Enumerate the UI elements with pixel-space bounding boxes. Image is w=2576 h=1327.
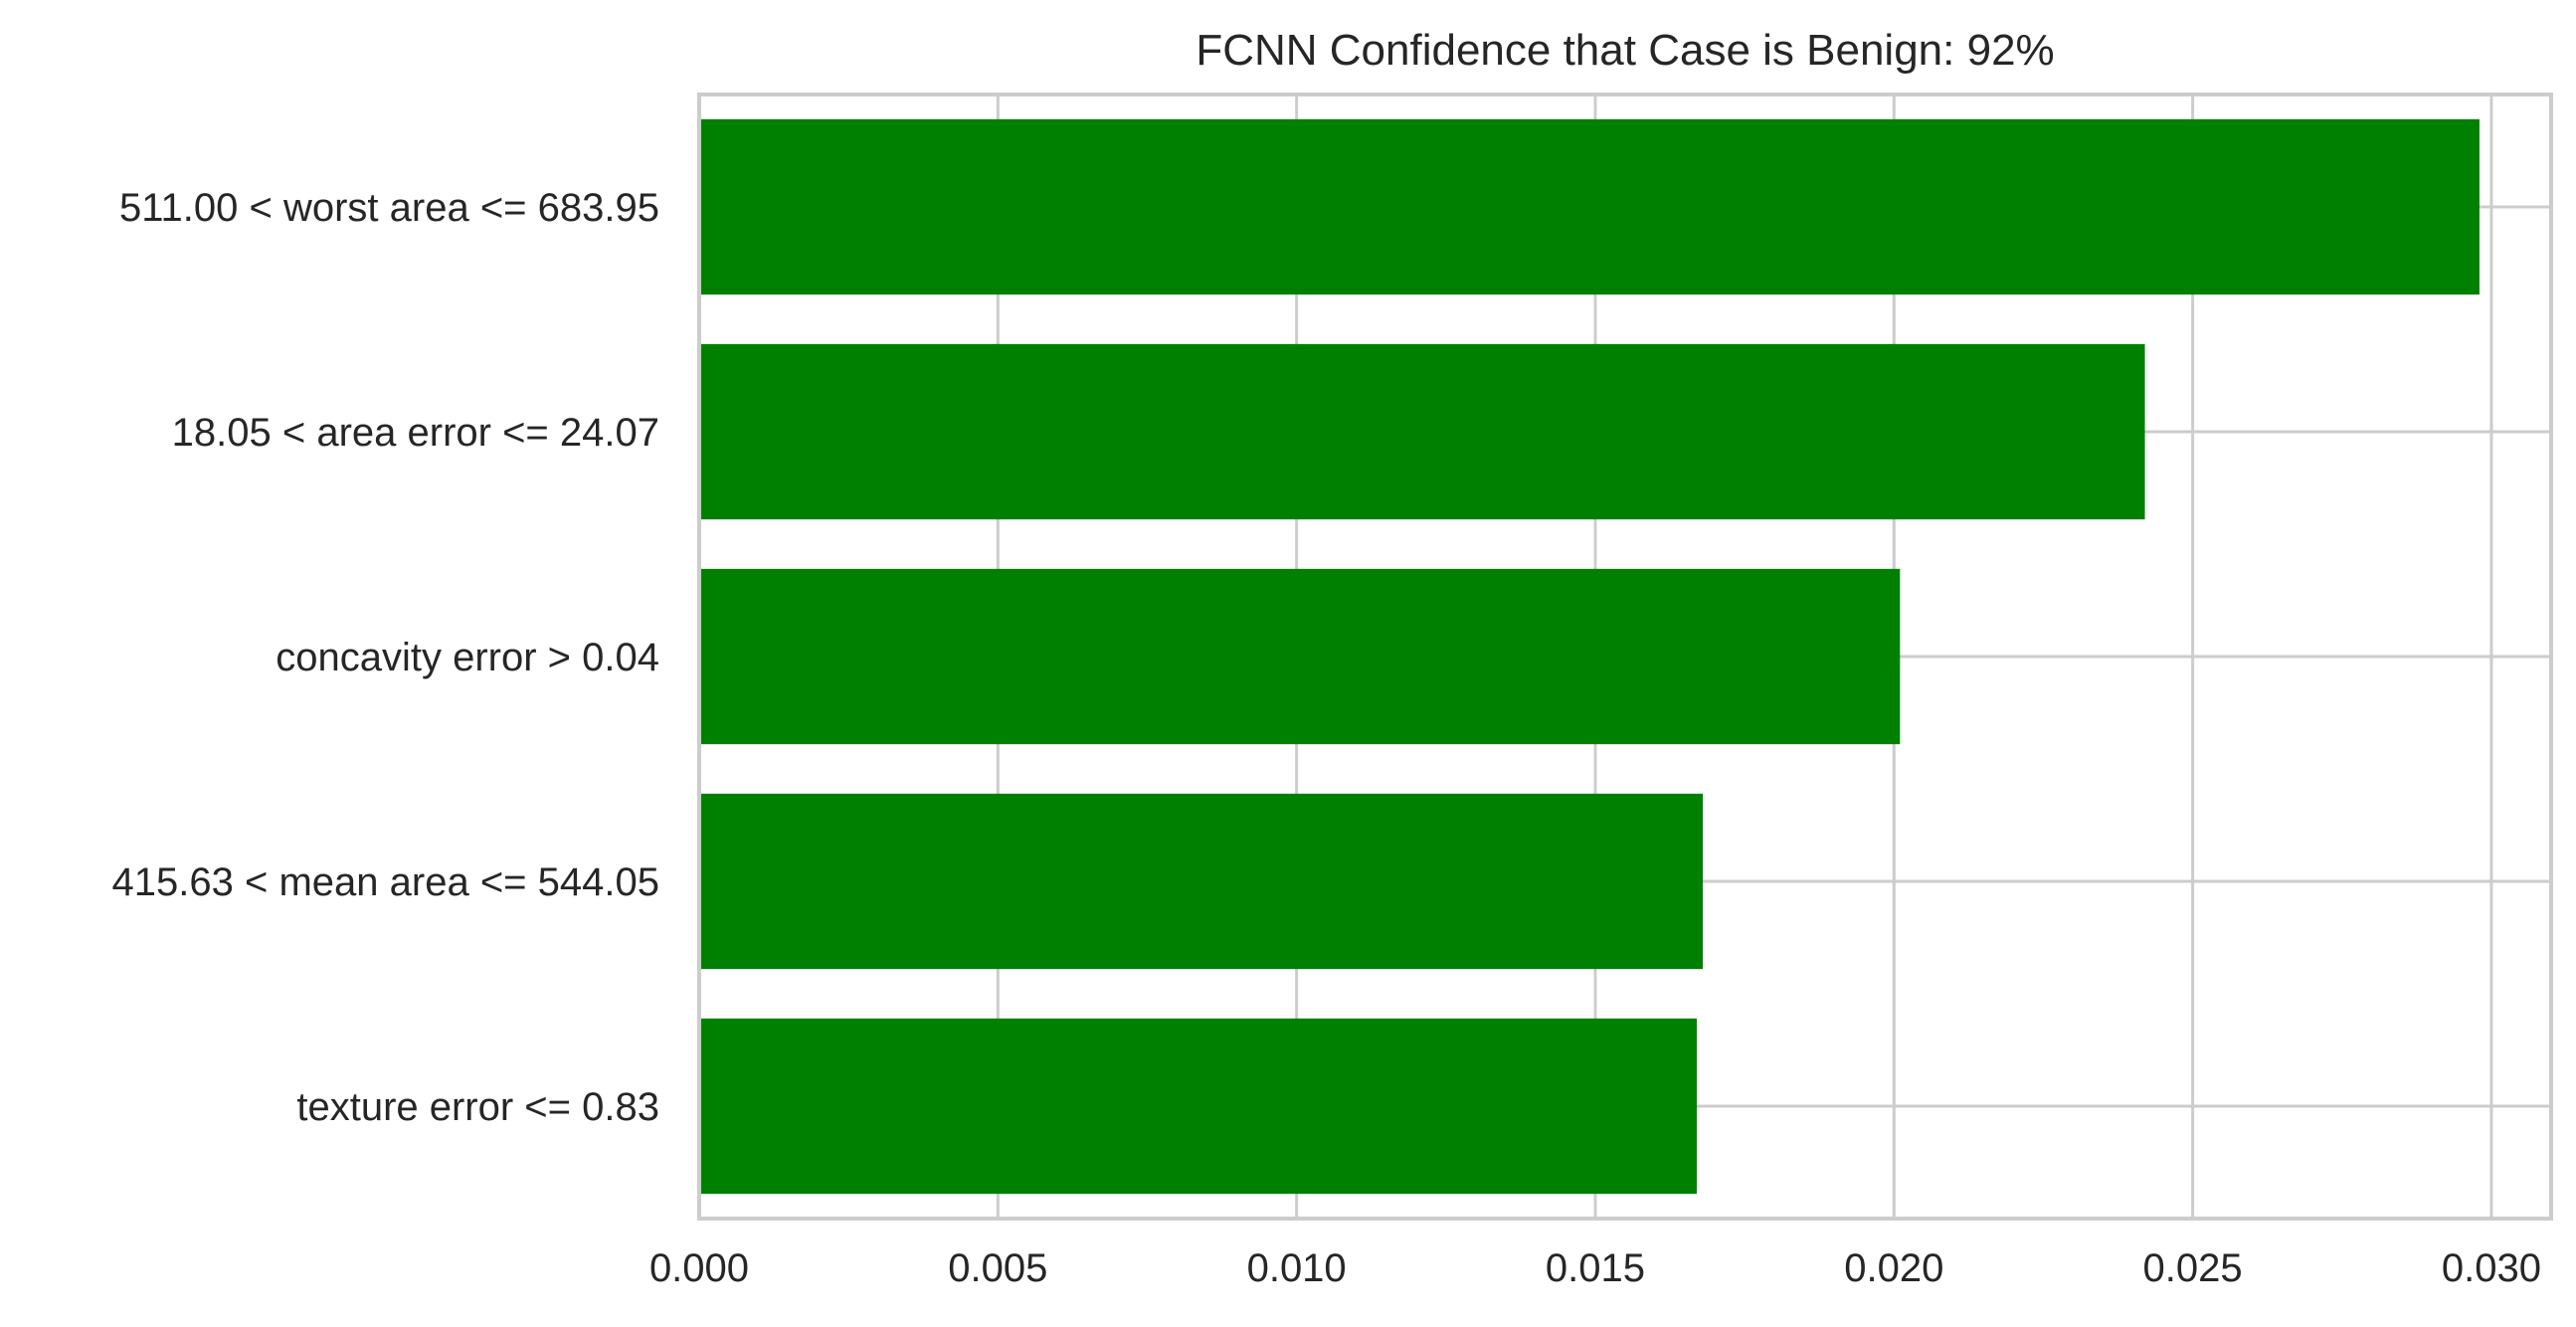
bar xyxy=(699,1018,1698,1195)
plot-frame xyxy=(697,93,2553,1221)
y-tick-label: texture error <= 0.83 xyxy=(296,1085,659,1129)
chart-title: FCNN Confidence that Case is Benign: 92% xyxy=(1196,26,2054,75)
x-tick-label: 0.020 xyxy=(1844,1246,1943,1290)
x-tick-label: 0.015 xyxy=(1546,1246,1645,1290)
bar xyxy=(699,343,2145,520)
y-tick-label: 511.00 < worst area <= 683.95 xyxy=(119,186,659,230)
bar xyxy=(699,568,1901,745)
y-tick-label: 415.63 < mean area <= 544.05 xyxy=(112,860,659,904)
x-tick-label: 0.005 xyxy=(948,1246,1047,1290)
x-tick-label: 0.000 xyxy=(649,1246,749,1290)
x-tick-labels: 0.000 0.005 0.010 0.015 0.020 0.025 0.030 xyxy=(649,1246,2541,1290)
bar xyxy=(699,793,1704,970)
bar xyxy=(699,118,2480,295)
x-tick-label: 0.030 xyxy=(2442,1246,2541,1290)
y-tick-labels: 511.00 < worst area <= 683.95 18.05 < are… xyxy=(112,186,659,1129)
y-tick-label: 18.05 < area error <= 24.07 xyxy=(172,411,659,455)
bars xyxy=(699,118,2480,1195)
x-tick-label: 0.025 xyxy=(2143,1246,2243,1290)
y-tick-label: concavity error > 0.04 xyxy=(276,636,659,679)
x-tick-label: 0.010 xyxy=(1247,1246,1347,1290)
